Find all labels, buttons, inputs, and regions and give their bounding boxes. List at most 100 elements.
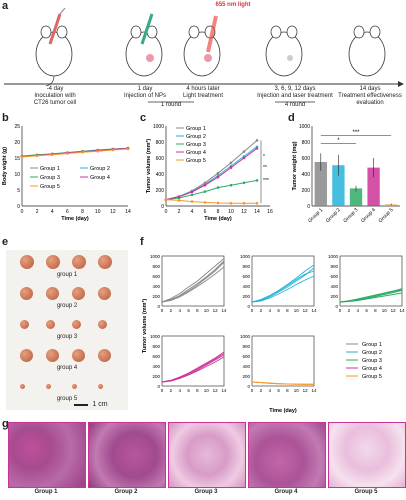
x-tick-label: 2 [260,388,263,393]
x-tick-label: 12 [110,209,116,215]
y-axis-label: Tumor volume (mm³) [141,299,148,353]
x-tick-label: 6 [365,308,368,313]
y-tick-label: 400 [156,172,165,178]
x-tick-label: 12 [391,308,397,313]
x-tick-label: 2 [36,209,39,215]
y-tick-label: 15 [14,156,20,162]
y-tick-label: 1000 [328,254,339,259]
x-tick-label: Group 4 [360,207,377,224]
mouse-icon [125,13,163,77]
he-image-group-2 [88,422,166,488]
y-tick-label: 800 [152,264,160,269]
panel-label-c: c [140,112,147,124]
panel-label-a: a [2,0,9,12]
data-point [216,186,220,189]
x-tick-label: 0 [161,388,164,393]
series-line [165,179,258,201]
tumor-sample [98,255,112,269]
tumor-sample [46,255,60,269]
he-image-group-1 [8,422,86,488]
x-tick-label: 4 [268,388,271,393]
timeline-illustration [4,7,404,103]
bar [367,167,380,206]
x-tick-label: 0 [165,209,168,215]
legend-label: Group 4 [362,366,382,372]
y-tick-label: 800 [156,140,165,146]
x-tick-label: 16 [267,209,273,215]
y-tick-label: 800 [330,264,338,269]
trace-line [251,275,315,303]
he-stain-panel: Group 1 Group 2 Group 3 Group 4 Group 5 [8,422,406,500]
x-tick-label: 8 [286,388,289,393]
legend-label: Group 5 [40,184,60,190]
y-tick-label: 1000 [240,254,251,259]
data-point [190,193,194,197]
x-tick-label: 14 [125,209,131,215]
x-axis-label: Time (day) [204,216,232,222]
tumor-sample [72,286,85,300]
x-tick-label: 6 [66,209,69,215]
x-tick-label: 12 [241,209,247,215]
scale-bar [74,404,88,406]
x-tick-label: 0 [339,308,342,313]
x-tick-label: 4 [268,308,271,313]
y-tick-label: 0 [157,304,160,309]
tumor-row: group 3 [6,312,128,343]
trace-line [339,292,403,303]
y-tick-label: 0 [335,304,338,309]
legend-label: Group 2 [186,134,206,140]
x-tick-label: 10 [95,209,101,215]
data-point [50,153,54,157]
data-point [66,152,69,155]
y-tick-label: 20 [14,140,20,146]
data-point [242,181,246,185]
significance-label: *** [263,178,269,184]
tumor-sample [46,348,59,362]
data-point [229,166,233,169]
tumor-row: group 5 [6,374,128,405]
significance-label: ** [263,165,267,171]
x-tick-label: 0 [251,388,254,393]
data-point [216,175,220,179]
trace-line [161,260,225,303]
tumor-sample [98,348,111,362]
x-tick-label: 6 [277,308,280,313]
mouse-icon [265,25,303,77]
data-point [216,171,220,175]
significance-label: * [263,154,265,160]
tumor-sample [20,255,34,269]
step-text: Inoculation with CT26 tumor cell [33,93,77,106]
x-tick-label: Group 3 [342,207,359,224]
x-tick-label: 10 [204,388,210,393]
step-text: Light treatment [182,93,224,99]
data-point [164,198,168,201]
data-point [229,201,233,205]
bar [332,165,345,206]
data-point [96,149,100,153]
y-tick-label: 600 [242,274,250,279]
y-tick-label: 25 [14,124,20,130]
tumor-sample [72,348,85,362]
y-tick-label: 800 [242,264,250,269]
tumor-row: group 1 [6,250,128,281]
he-image-group-5 [328,422,406,488]
y-tick-label: 600 [242,354,250,359]
tumor-sample [46,319,55,329]
y-tick-label: 400 [302,172,311,178]
y-tick-label: 200 [152,294,160,299]
tumor-row-label: group 2 [56,303,78,309]
data-point [255,179,259,182]
y-tick-label: 200 [156,188,165,194]
x-tick-label: 8 [196,308,199,313]
laser-label: 655 nm light [215,2,251,8]
data-point [242,201,246,205]
y-axis-label: Body wight (g) [2,147,8,185]
y-tick-label: 600 [302,156,311,162]
tumor-row: group 2 [6,281,128,312]
subplot-frame [161,335,225,387]
subplot-frame [161,255,225,307]
mouse-icon [348,25,386,77]
panel-label-e: e [2,236,9,248]
data-point [203,183,207,187]
